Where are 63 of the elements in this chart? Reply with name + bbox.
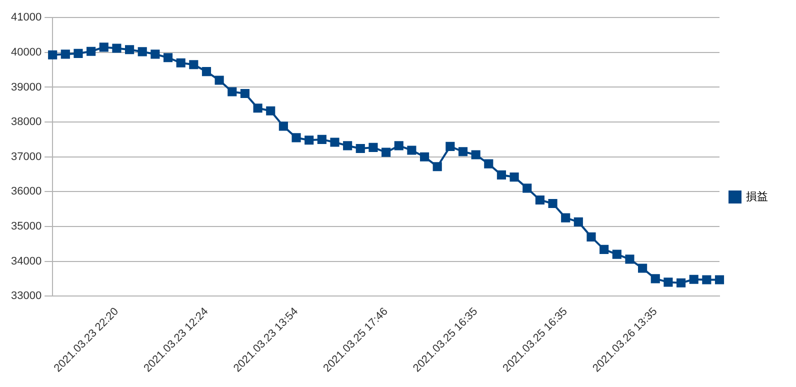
point bbox=[202, 67, 212, 76]
point bbox=[458, 147, 468, 156]
point bbox=[330, 138, 340, 147]
point bbox=[625, 254, 634, 264]
point bbox=[304, 136, 314, 145]
point bbox=[612, 250, 622, 259]
point bbox=[664, 278, 673, 287]
y-tick-label: 38000 bbox=[10, 116, 42, 128]
point bbox=[343, 141, 352, 150]
point bbox=[189, 60, 198, 70]
legend-label: 損益 bbox=[746, 190, 768, 203]
point bbox=[60, 50, 70, 59]
point bbox=[292, 133, 301, 142]
point bbox=[600, 244, 609, 254]
point bbox=[561, 213, 570, 222]
point bbox=[176, 58, 186, 68]
point bbox=[574, 217, 583, 226]
y-tick-label: 37000 bbox=[10, 150, 42, 163]
point bbox=[112, 44, 122, 53]
point bbox=[586, 232, 596, 242]
point bbox=[407, 146, 416, 155]
point bbox=[356, 144, 365, 154]
point bbox=[496, 170, 506, 180]
point bbox=[471, 150, 480, 160]
point bbox=[125, 45, 134, 54]
point bbox=[394, 141, 404, 150]
point bbox=[214, 76, 224, 85]
point bbox=[432, 162, 442, 172]
point bbox=[163, 53, 173, 62]
point bbox=[48, 50, 58, 60]
point bbox=[278, 122, 288, 131]
point bbox=[420, 152, 430, 162]
point bbox=[86, 46, 96, 56]
point bbox=[689, 274, 698, 284]
point bbox=[253, 104, 262, 113]
point bbox=[650, 274, 660, 284]
point bbox=[150, 50, 160, 59]
point bbox=[368, 142, 378, 152]
point bbox=[446, 142, 455, 151]
point bbox=[535, 195, 544, 205]
point bbox=[676, 278, 686, 288]
point bbox=[382, 148, 391, 157]
point bbox=[74, 48, 83, 58]
point bbox=[702, 275, 712, 284]
y-tick-label: 36000 bbox=[10, 186, 42, 198]
point bbox=[266, 106, 276, 116]
y-tick-label: 33000 bbox=[10, 290, 42, 302]
y-tick-label: 34000 bbox=[10, 255, 42, 268]
point bbox=[510, 172, 519, 182]
point bbox=[548, 198, 558, 208]
point bbox=[522, 184, 532, 193]
point bbox=[638, 264, 648, 273]
y-tick-label: 35000 bbox=[10, 220, 42, 233]
point bbox=[138, 47, 147, 56]
y-tick-label: 40000 bbox=[10, 46, 42, 58]
y-tick-label: 41000 bbox=[10, 12, 42, 24]
point bbox=[714, 275, 724, 284]
point bbox=[317, 134, 326, 144]
point bbox=[228, 87, 237, 96]
point bbox=[240, 88, 250, 98]
point bbox=[484, 159, 494, 168]
point bbox=[99, 42, 108, 52]
y-tick-label: 39000 bbox=[10, 81, 42, 94]
